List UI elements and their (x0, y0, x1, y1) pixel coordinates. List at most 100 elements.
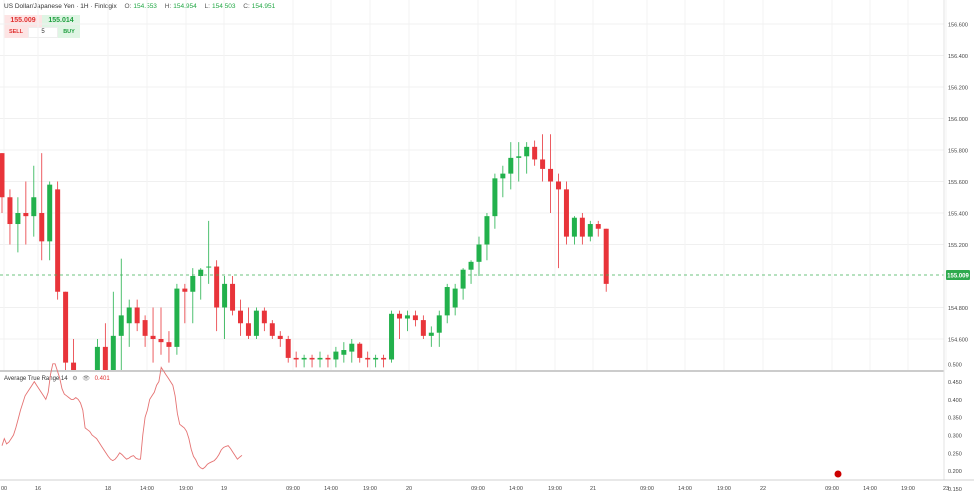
open-value: 154.553 (133, 3, 157, 10)
price-tick-label: 154.600 (948, 338, 968, 344)
eye-icon[interactable]: 👁 (82, 376, 90, 382)
candle-body (126, 307, 132, 324)
sell-button[interactable]: SELL (4, 27, 28, 38)
candle-body (492, 178, 498, 217)
time-tick-label: 20 (406, 486, 412, 492)
time-tick-label: 00 (1, 486, 7, 492)
candle-body (373, 357, 379, 360)
symbol-title: US Dollar/Japanese Yen · 1H · Finlogix (4, 3, 117, 10)
candle-body (158, 339, 164, 343)
candle-body (317, 357, 323, 360)
gear-icon[interactable]: ⚙ (72, 376, 78, 382)
close-value: 154.951 (251, 3, 276, 10)
candle-body (508, 157, 514, 174)
candle-body (134, 307, 140, 324)
time-tick-label: 19:00 (901, 486, 915, 492)
price-tick-label: 154.800 (948, 306, 968, 312)
time-tick-label: 16 (35, 486, 41, 492)
candle-body (222, 283, 228, 308)
candle-body (277, 335, 283, 339)
candle-body (198, 269, 204, 276)
candle-body (460, 269, 466, 289)
candle-body (261, 310, 267, 324)
candlesticks (0, 134, 609, 386)
price-tick-label: 156.400 (948, 54, 968, 60)
atr-header: Average True Range 14 ⚙ 👁 0.401 (4, 375, 110, 382)
atr-tick-label: 0.350 (948, 416, 962, 422)
time-tick-label: 19:00 (548, 486, 562, 492)
close-label: C: (243, 3, 250, 10)
atr-tick-label: 0.250 (948, 451, 962, 457)
candle-body (500, 173, 506, 179)
candle-body (516, 156, 522, 158)
candle-body (238, 310, 243, 324)
candle-body (389, 313, 395, 360)
time-tick-label: 22 (760, 486, 766, 492)
candle-body (579, 217, 585, 237)
candle-body (269, 323, 275, 336)
candle-body (39, 213, 45, 242)
candle-body (563, 189, 569, 237)
candle-body (0, 153, 5, 198)
candle-body (166, 342, 172, 347)
current-price-badge: 155.009 (946, 270, 970, 280)
candle-body (15, 213, 21, 225)
time-tick-label: 14:00 (509, 486, 523, 492)
candle-body (87, 383, 92, 386)
candle-body (341, 350, 347, 355)
time-tick-label: 09:00 (640, 486, 654, 492)
time-tick-label: 14:00 (140, 486, 154, 492)
candle-body (182, 288, 188, 292)
price-tick-label: 155.400 (948, 212, 968, 218)
time-tick-label: 19:00 (717, 486, 731, 492)
marker-dot[interactable] (834, 470, 842, 478)
candle-body (595, 224, 601, 229)
candle-body (587, 224, 593, 237)
price-tick-label: 155.800 (948, 149, 968, 155)
atr-tick-label: 0.400 (948, 398, 962, 404)
candle-body (31, 197, 37, 217)
price-axis[interactable]: 156.600 156.400 156.200 156.000 155.800 155.6… (943, 0, 968, 480)
candle-body (190, 276, 196, 292)
candle-body (110, 335, 116, 370)
candle-body (230, 283, 236, 311)
candle-body (301, 357, 307, 360)
time-axis[interactable]: 00 16 18 14:00 19:00 19 09:00 14:00 19:00 20 09:00… (0, 479, 974, 492)
time-tick-label: 14:00 (324, 486, 338, 492)
candle-body (357, 343, 363, 358)
candle-body (548, 168, 554, 182)
atr-tick-label: 0.150 (948, 487, 962, 493)
candle-body (102, 346, 108, 370)
candle-body (381, 357, 387, 360)
candle-body (532, 146, 538, 160)
buy-button[interactable]: BUY (58, 27, 80, 38)
atr-tick-label: 0.300 (948, 434, 962, 440)
time-tick-label: 09:00 (825, 486, 839, 492)
candle-body (174, 288, 180, 347)
candle-body (452, 288, 458, 308)
candle-body (142, 320, 148, 336)
candle-body (397, 313, 402, 319)
atr-value: 0.401 (94, 376, 110, 382)
candle-body (468, 261, 474, 270)
candle-body (245, 323, 251, 336)
atr-axis[interactable]: 0.500 0.450 0.400 0.350 0.300 0.250 0.200 0.150 (948, 362, 962, 493)
price-tick-label: 156.000 (948, 117, 968, 123)
current-price-value: 155.009 (947, 274, 969, 280)
candle-body (285, 339, 291, 358)
candle-body (7, 197, 13, 225)
price-tick-label: 156.200 (948, 86, 968, 92)
candle-body (603, 228, 609, 284)
candle-body (365, 357, 371, 360)
candle-body (404, 315, 410, 319)
quantity-input[interactable]: 5 (28, 27, 58, 38)
time-tick-label: 19:00 (363, 486, 377, 492)
time-tick-label: 19 (221, 486, 227, 492)
candle-body (428, 332, 434, 336)
time-tick-label: 18 (105, 486, 111, 492)
candle-body (47, 184, 53, 242)
candle-body (540, 159, 546, 169)
candle-body (476, 244, 482, 262)
time-tick-label: 14:00 (678, 486, 692, 492)
